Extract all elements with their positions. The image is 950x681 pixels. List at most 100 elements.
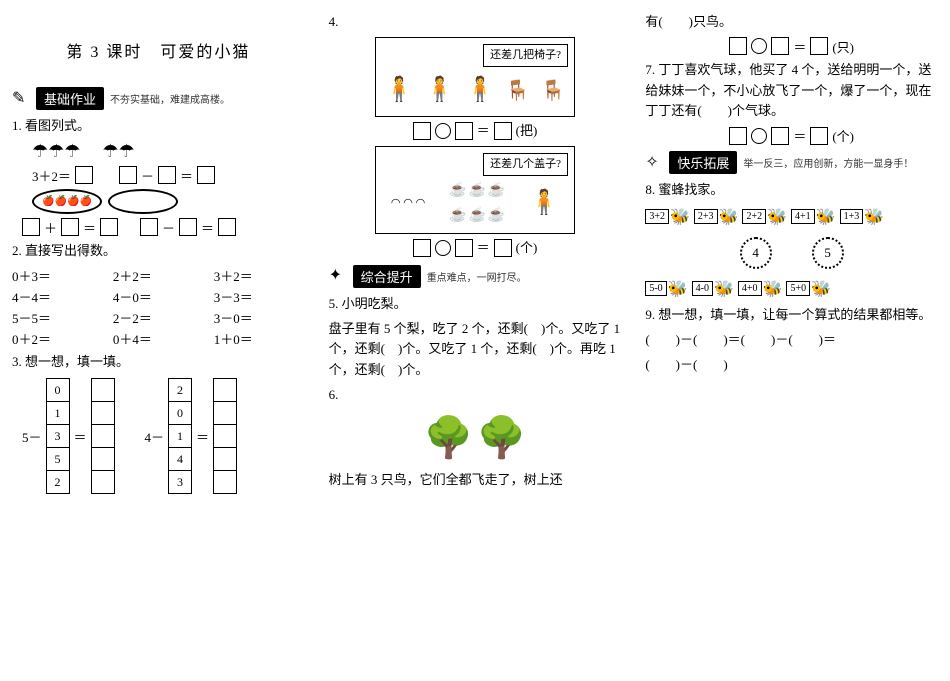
bee-item[interactable]: 4+1🐝 [791,207,836,227]
op-circle[interactable] [435,240,451,256]
answer-box[interactable] [729,127,747,145]
answer-box[interactable] [218,218,236,236]
answer-box[interactable] [413,239,431,257]
q9-line2[interactable]: ( )－( ) [645,355,938,376]
calc-item[interactable]: 3＋2＝ [214,266,305,285]
q4-num: 4. [329,14,339,29]
answer-box[interactable] [100,218,118,236]
q9-line1[interactable]: ( )－( )＝( )－( )＝ [645,330,938,351]
unit-text: (个) [516,238,538,259]
cups-scene: ◠ ◠ ◠ ☕☕☕ ☕☕☕ 🧍 [382,180,568,227]
hive-4: 4 [740,237,772,269]
q7-body: 7. 丁丁喜欢气球，他买了 4 个，送给明明一个，送给妹妹一个，不小心放飞了一个… [645,60,938,122]
calc-item[interactable]: 3－0＝ [214,308,305,327]
bee-label: 4+1 [791,209,815,224]
calc-item[interactable]: 2＋2＝ [113,266,204,285]
tree-icon: 🌳 [424,406,474,470]
op-circle[interactable] [751,38,767,54]
bee-icon: 🐝 [811,279,831,299]
answer-cell[interactable] [91,424,115,448]
q3-table-right: 4－ 2 0 1 4 3 ＝ [145,378,238,494]
answer-box[interactable] [771,127,789,145]
calc-item[interactable]: 0＋4＝ [113,329,204,348]
answer-box[interactable] [75,166,93,184]
bee-icon: 🐝 [763,279,783,299]
unit-text: (把) [516,121,538,142]
calc-item[interactable]: 1＋0＝ [214,329,305,348]
answer-cell[interactable] [91,447,115,471]
q3-title: 3. 想一想，填一填。 [12,352,305,373]
answer-box[interactable] [494,122,512,140]
bee-label: 2+3 [694,209,718,224]
calc-item[interactable]: 4－4＝ [12,287,103,306]
q4-eq1: ＝ (把) [329,121,622,142]
answer-box[interactable] [455,239,473,257]
answer-cell[interactable] [91,401,115,425]
bee-icon: 🐝 [714,279,734,299]
calc-item[interactable]: 3－3＝ [214,287,305,306]
section-ext: ✧ 快乐拓展 举一反三，应用创新，方能一显身手！ [645,151,938,174]
answer-cell[interactable] [91,378,115,402]
calc-item[interactable]: 5－5＝ [12,308,103,327]
eq-text: 3＋2＝ [32,166,71,185]
in-col: 0 1 3 5 2 [46,378,70,494]
q1-eq2: ＋＝ －＝ [12,218,305,237]
answer-box[interactable] [179,218,197,236]
answer-cell[interactable] [213,424,237,448]
q5-title: 5. 小明吃梨。 [329,294,622,315]
in-col: 2 0 1 4 3 [168,378,192,494]
answer-box[interactable] [22,218,40,236]
answer-box[interactable] [810,37,828,55]
eq-op: ＝ [793,126,806,145]
eq-op: ＝ [180,166,193,185]
answer-cell[interactable] [213,378,237,402]
answer-cell[interactable] [213,401,237,425]
answer-box[interactable] [61,218,79,236]
answer-box[interactable] [810,127,828,145]
answer-box[interactable] [729,37,747,55]
bee-item[interactable]: 2+3🐝 [694,207,739,227]
bee-item[interactable]: 3+2🐝 [645,207,690,227]
bee-item[interactable]: 4+0🐝 [738,279,783,299]
bee-label: 5-0 [645,281,666,296]
answer-box[interactable] [771,37,789,55]
answer-box[interactable] [413,122,431,140]
answer-cell[interactable] [213,447,237,471]
unit-text: (个) [832,126,854,145]
q4: 4. 还差几把椅子? 🧍 🧍 🧍 🪑 🪑 ＝(把) 还差几个盖子? ◠ ◠ ◠ [329,12,622,259]
calc-item[interactable]: 0＋3＝ [12,266,103,285]
person-icon: 🧍 [529,184,559,222]
bee-item[interactable]: 5+0🐝 [786,279,831,299]
answer-box[interactable] [158,166,176,184]
q4-frame-cups: 还差几个盖子? ◠ ◠ ◠ ☕☕☕ ☕☕☕ 🧍 [375,146,575,234]
calc-item[interactable]: 4－0＝ [113,287,204,306]
section-comp-sub: 重点难点，一网打尽。 [427,269,527,284]
hive-5: 5 [812,237,844,269]
op-circle[interactable] [751,128,767,144]
q7-eq: ＝ (个) [645,126,938,145]
answer-box[interactable] [119,166,137,184]
bee-icon: 🐝 [816,207,836,227]
bee-item[interactable]: 4-0🐝 [692,279,734,299]
unit-text: (只) [832,37,854,56]
cup-icon: ☕ [468,180,485,202]
answer-cell[interactable] [213,470,237,494]
bee-item[interactable]: 2+2🐝 [742,207,787,227]
cell: 2 [168,378,192,402]
op-circle[interactable] [435,123,451,139]
calc-item[interactable]: 2－2＝ [113,308,204,327]
bee-item[interactable]: 1+3🐝 [840,207,885,227]
eq-op: ＝ [477,121,490,142]
eq-op: ＝ [477,238,490,259]
q8-gears: 4 5 [645,237,938,269]
answer-box[interactable] [494,239,512,257]
person-icon: 🧍 [465,71,495,109]
answer-box[interactable] [455,122,473,140]
calc-item[interactable]: 0＋2＝ [12,329,103,348]
answer-cell[interactable] [91,470,115,494]
bee-item[interactable]: 5-0🐝 [645,279,687,299]
answer-box[interactable] [140,218,158,236]
answer-box[interactable] [197,166,215,184]
section-ext-label: 快乐拓展 [669,151,737,174]
section-comp: ✦ 综合提升 重点难点，一网打尽。 [329,265,622,288]
